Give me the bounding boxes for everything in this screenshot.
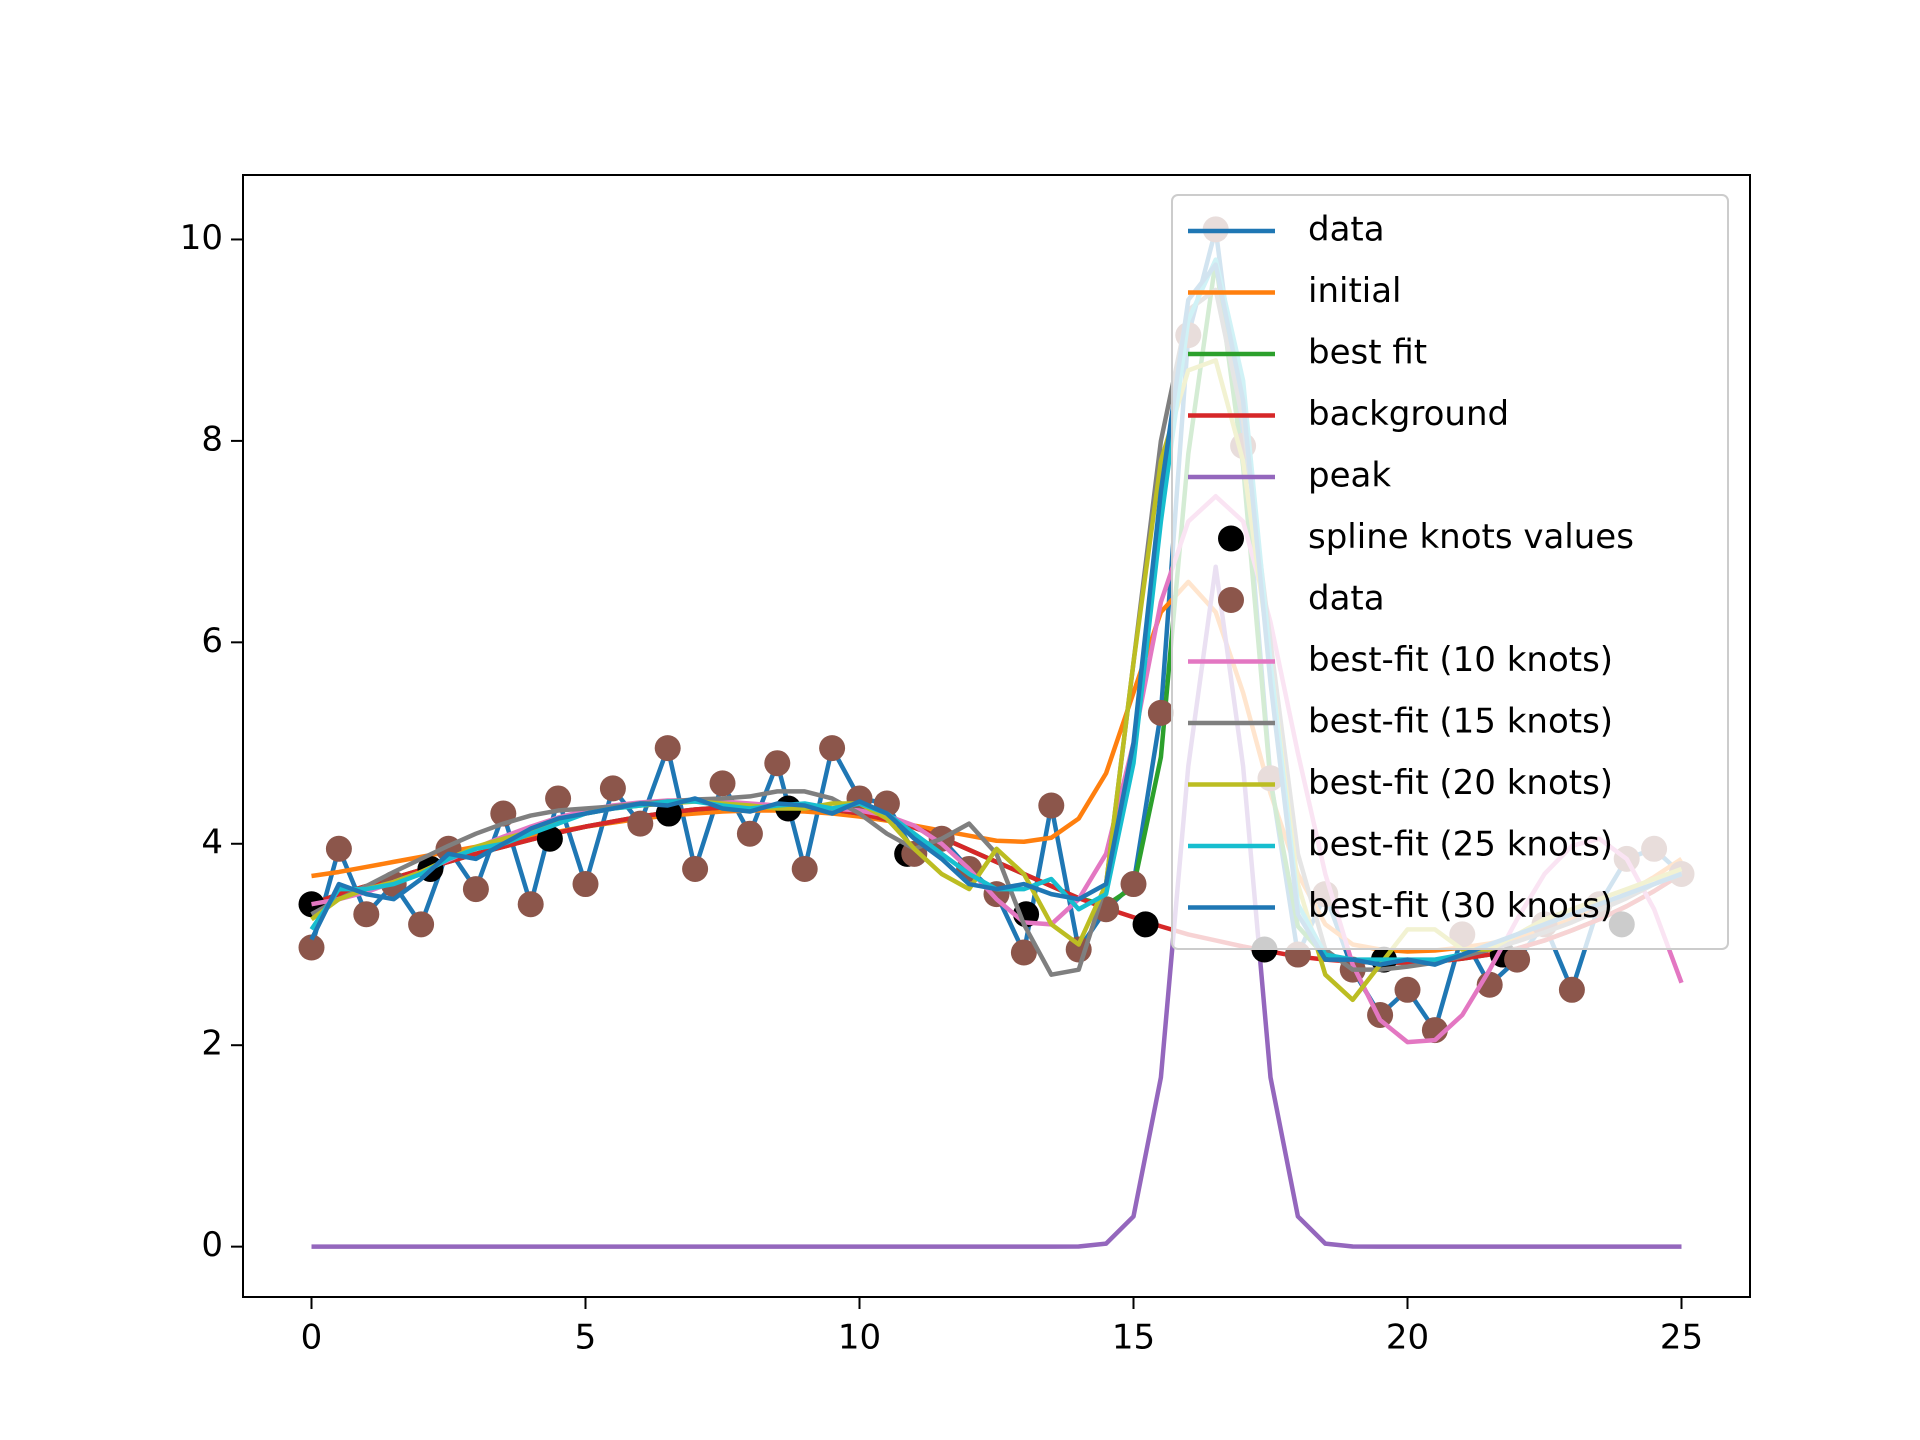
axes: 0 5 10 15 20 25 0 2 4 6 8 10 — [180, 218, 1703, 1358]
series-line — [311, 564, 1682, 1249]
data-point — [682, 855, 709, 882]
axes-frame — [242, 174, 1751, 1298]
y-tick-label: 10 — [180, 218, 223, 258]
data-point — [1504, 946, 1531, 973]
data-point — [1558, 976, 1585, 1003]
y-tick-label: 0 — [201, 1225, 223, 1265]
y-tick-label: 6 — [201, 621, 223, 661]
legend-label: best-fit (25 knots) — [1308, 825, 1613, 865]
data-point — [764, 750, 791, 777]
data-point — [1147, 699, 1174, 726]
data-point — [1038, 792, 1065, 819]
legend-label: data — [1308, 579, 1385, 619]
data-point — [654, 735, 681, 762]
data-point — [736, 820, 763, 847]
data-point — [408, 911, 435, 938]
data-point — [1010, 939, 1037, 966]
legend-label: best-fit (15 knots) — [1308, 702, 1613, 742]
legend-label: best fit — [1308, 333, 1427, 373]
legend-label: peak — [1308, 456, 1391, 496]
data-point — [353, 901, 380, 928]
data-point — [325, 835, 352, 862]
legend-label: initial — [1308, 271, 1402, 311]
data-point — [1394, 976, 1421, 1003]
data-point — [536, 825, 563, 852]
x-tick-label: 20 — [1386, 1318, 1429, 1358]
series-line — [309, 262, 1683, 967]
legend-label: best-fit (10 knots) — [1308, 640, 1613, 680]
data-point — [1132, 911, 1159, 938]
data-point — [599, 775, 626, 802]
x-tick-label: 15 — [1112, 1318, 1155, 1358]
x-tick-label: 10 — [838, 1318, 881, 1358]
legend-marker — [1218, 587, 1244, 613]
legend-label: data — [1308, 210, 1385, 250]
x-tick-label: 25 — [1660, 1318, 1703, 1358]
data-point — [791, 855, 818, 882]
legend-marker — [1218, 525, 1244, 552]
data-point — [545, 785, 572, 812]
legend-box — [1171, 194, 1729, 950]
legend-label: spline knots values — [1308, 517, 1634, 557]
data-point — [517, 891, 544, 918]
legend-label: background — [1308, 394, 1509, 434]
data-point — [627, 810, 654, 837]
legend: data initial best fit background peak spline … — [1171, 194, 1729, 950]
data-point — [298, 934, 325, 961]
data-point — [1120, 871, 1147, 898]
x-tick-label: 0 — [301, 1318, 323, 1358]
data-point — [819, 735, 846, 762]
legend-label: best-fit (30 knots) — [1308, 886, 1613, 926]
legend-label: best-fit (20 knots) — [1308, 763, 1613, 803]
data-point — [572, 871, 599, 898]
data-point — [709, 770, 736, 797]
y-tick-label: 8 — [201, 419, 223, 459]
data-point — [462, 876, 489, 903]
x-tick-label: 5 — [575, 1318, 597, 1358]
y-tick-label: 4 — [201, 822, 223, 862]
y-tick-label: 2 — [201, 1024, 223, 1064]
